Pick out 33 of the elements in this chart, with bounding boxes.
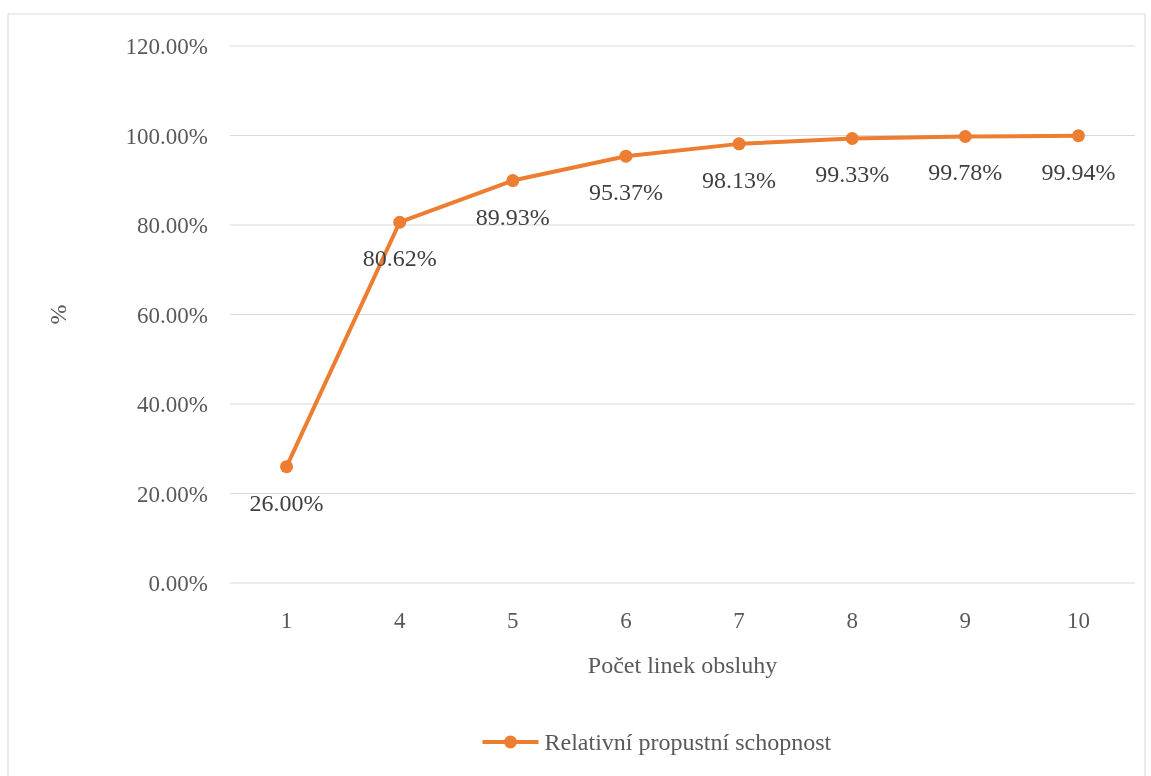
y-tick-label: 100.00% xyxy=(125,123,208,149)
data-label: 26.00% xyxy=(249,489,324,516)
point xyxy=(732,137,746,151)
data-label: 89.93% xyxy=(475,203,550,230)
data-label: 98.13% xyxy=(702,166,777,193)
data-label: 95.37% xyxy=(588,179,663,206)
x-tick-label: 4 xyxy=(393,608,406,633)
point xyxy=(1071,129,1085,143)
data-label: 99.94% xyxy=(1041,158,1116,185)
point xyxy=(845,132,859,145)
point xyxy=(619,149,633,163)
x-tick-label: 6 xyxy=(620,608,632,633)
point xyxy=(506,174,520,188)
x-tick-label: 9 xyxy=(959,608,972,633)
data-label: 99.78% xyxy=(928,159,1003,186)
point xyxy=(280,460,294,474)
data-label: 99.33% xyxy=(815,161,890,188)
y-tick-label: 40.00% xyxy=(137,392,208,418)
y-tick-label: 120.00% xyxy=(125,34,208,60)
x-tick-label: 1 xyxy=(280,608,293,633)
x-axis-title: Počet linek obsluhy xyxy=(587,652,778,678)
legend-label: Relativní propustní schopnost xyxy=(544,729,832,756)
y-tick-label: 0.00% xyxy=(148,571,208,597)
point xyxy=(958,129,972,143)
y-tick-label: 20.00% xyxy=(137,481,208,507)
y-tick-label: 60.00% xyxy=(137,302,208,328)
x-tick-label: 8 xyxy=(846,608,858,633)
y-axis-title: % xyxy=(45,304,71,325)
x-tick-label: 5 xyxy=(507,608,519,633)
x-tick-label: 7 xyxy=(733,608,745,633)
point xyxy=(393,215,407,229)
x-tick-label: 10 xyxy=(1066,608,1090,633)
y-tick-label: 80.00% xyxy=(137,213,208,239)
